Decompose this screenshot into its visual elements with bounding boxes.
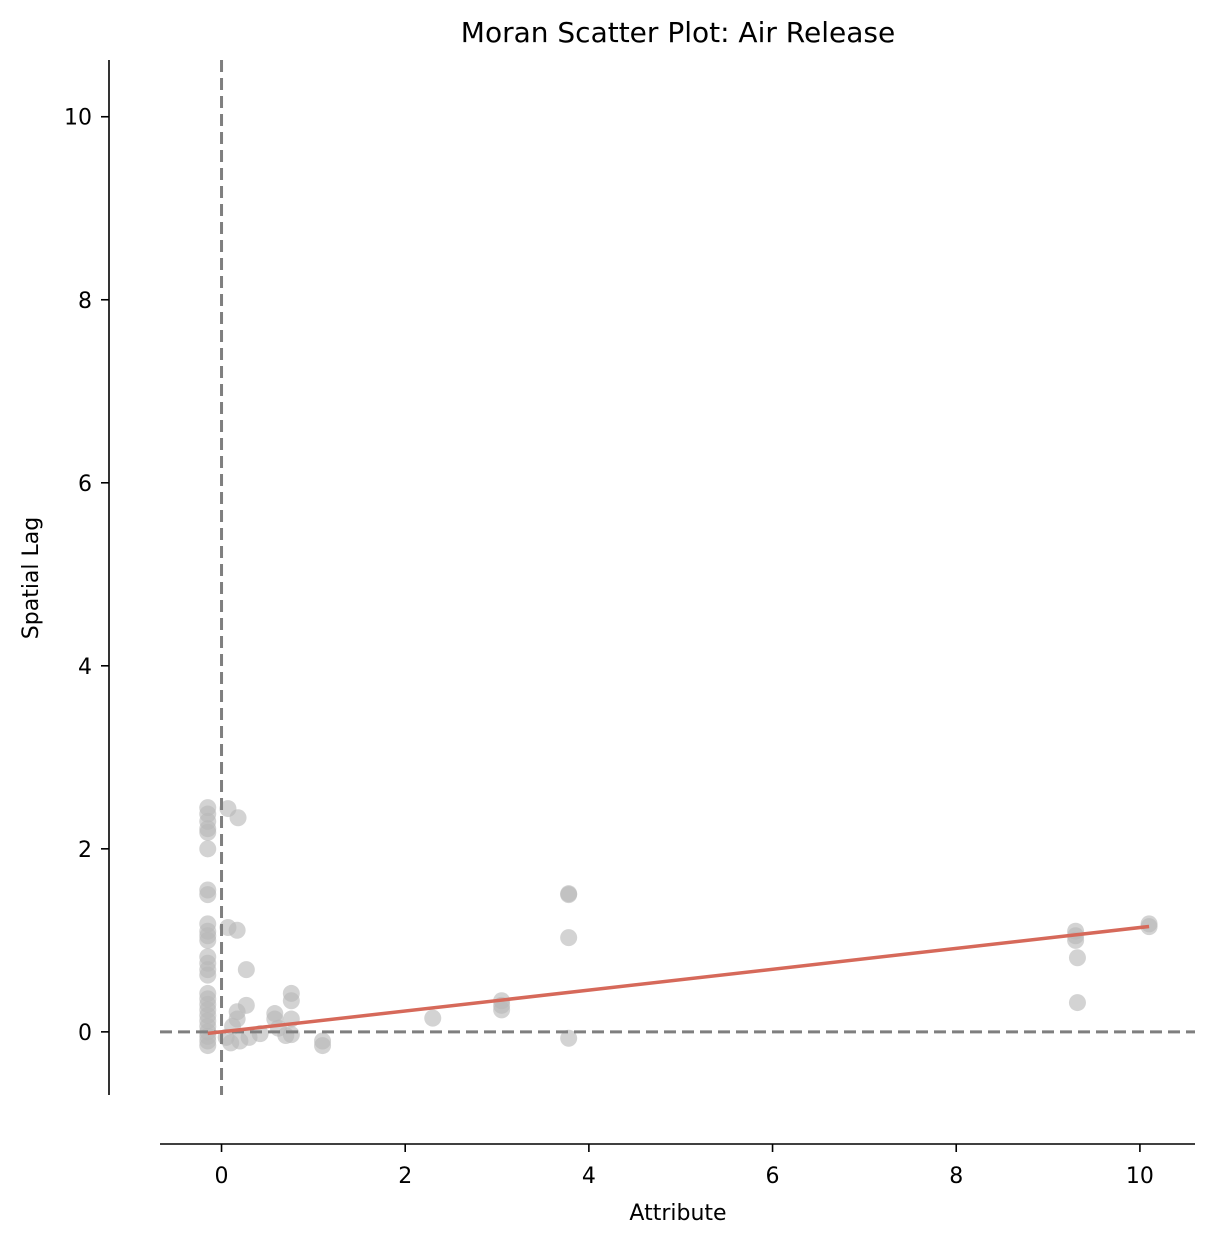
y-tick-label: 4	[78, 655, 92, 680]
data-point	[1068, 949, 1086, 967]
x-axis-label: Attribute	[629, 1201, 726, 1226]
data-point	[493, 1001, 511, 1019]
data-point	[199, 840, 217, 858]
x-tick-label: 6	[766, 1164, 780, 1189]
x-tick-label: 10	[1126, 1164, 1154, 1189]
data-point	[199, 931, 217, 949]
y-tick-label: 0	[78, 1021, 92, 1046]
x-tick-label: 0	[215, 1164, 229, 1189]
data-point	[282, 992, 300, 1010]
y-tick-label: 10	[64, 106, 92, 131]
y-tick-label: 8	[78, 289, 92, 314]
data-point	[199, 886, 217, 904]
data-point	[199, 966, 217, 984]
data-point	[560, 886, 578, 904]
data-point	[237, 961, 255, 979]
y-tick-label: 6	[78, 472, 92, 497]
data-point	[1068, 994, 1086, 1012]
data-point	[199, 823, 217, 841]
data-point	[560, 1029, 578, 1047]
data-point	[229, 809, 247, 827]
x-tick-label: 2	[398, 1164, 412, 1189]
data-point	[282, 1026, 300, 1044]
chart-title: Moran Scatter Plot: Air Release	[461, 16, 895, 49]
data-point	[560, 929, 578, 947]
data-point	[314, 1037, 332, 1055]
data-point	[199, 1037, 217, 1055]
y-axis-ticks: 0 2 4 6 8 10	[64, 106, 109, 1046]
x-tick-label: 8	[949, 1164, 963, 1189]
fit-line	[207, 924, 1150, 1036]
y-tick-label: 2	[78, 838, 92, 863]
x-axis-ticks: 0 2 4 6 8 10	[215, 1144, 1154, 1189]
x-tick-label: 4	[582, 1164, 596, 1189]
y-axis-label: Spatial Lag	[19, 517, 44, 639]
scatter-points	[199, 799, 1158, 1055]
data-point	[424, 1009, 442, 1027]
data-point	[228, 921, 246, 939]
reference-lines	[160, 60, 1195, 1095]
regression-fit	[207, 924, 1150, 1036]
